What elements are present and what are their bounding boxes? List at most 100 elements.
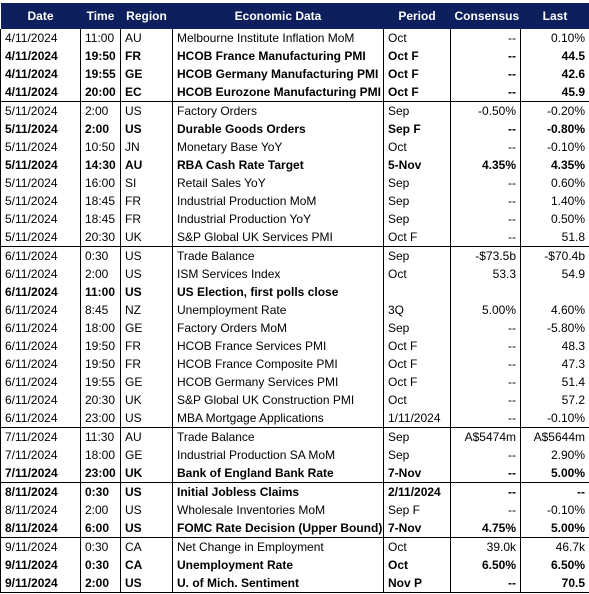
table-row: 4/11/2024 20:00 EC HCOB Eurozone Manufactur…	[0, 83, 589, 102]
economic-data-cell: S&P Global UK Construction PMI	[172, 391, 384, 409]
last-cell: 2.90%	[520, 446, 589, 464]
economic-data-cell: HCOB France Services PMI	[172, 337, 384, 355]
time-cell: 14:30	[80, 156, 121, 174]
time-cell: 11:00	[80, 29, 121, 47]
table-row: 5/11/2024 2:00 US Factory Orders Sep -0.50% -0…	[0, 101, 589, 120]
last-cell: -0.20%	[520, 101, 589, 120]
table-row: 7/11/2024 23:00 UK Bank of England Bank Rat…	[0, 464, 589, 483]
table-row: 5/11/2024 18:45 FR Industrial Production Yo…	[0, 210, 589, 228]
economic-data-cell: Melbourne Institute Inflation MoM	[172, 29, 384, 47]
last-cell: 5.00%	[520, 464, 589, 483]
economic-data-cell: HCOB Germany Manufacturing PMI	[172, 65, 384, 83]
consensus-cell: --	[450, 391, 521, 409]
table-row: 4/11/2024 19:50 FR HCOB France Manufacturin…	[0, 47, 589, 65]
consensus-cell: -0.50%	[450, 101, 521, 120]
region-cell: AU	[120, 156, 173, 174]
period-cell: Oct	[383, 138, 451, 156]
table-row: 8/11/2024 0:30 US Initial Jobless Claims 2/1…	[0, 482, 589, 501]
region-cell: US	[120, 574, 173, 593]
time-cell: 0:30	[80, 246, 121, 265]
economic-data-cell: ISM Services Index	[172, 265, 384, 283]
economic-data-cell: Retail Sales YoY	[172, 174, 384, 192]
table-row: 5/11/2024 20:30 UK S&P Global UK Services P…	[0, 228, 589, 247]
date-cell: 6/11/2024	[0, 301, 81, 319]
consensus-cell: --	[450, 228, 521, 247]
date-cell: 6/11/2024	[0, 409, 81, 428]
consensus-cell: A$5474m	[450, 427, 521, 446]
region-cell: NZ	[120, 301, 173, 319]
consensus-cell: --	[450, 47, 521, 65]
consensus-cell: --	[450, 446, 521, 464]
consensus-cell: 5.00%	[450, 301, 521, 319]
period-cell: Oct F	[383, 337, 451, 355]
date-cell: 7/11/2024	[0, 427, 81, 446]
time-cell: 19:55	[80, 65, 121, 83]
economic-data-cell: Factory Orders	[172, 101, 384, 120]
last-cell: 54.9	[520, 265, 589, 283]
consensus-cell: --	[450, 174, 521, 192]
date-cell: 5/11/2024	[0, 138, 81, 156]
col-header-period: Period	[383, 3, 451, 29]
date-cell: 5/11/2024	[0, 228, 81, 247]
consensus-cell: --	[450, 337, 521, 355]
period-cell: 7-Nov	[383, 519, 451, 538]
table-row: 6/11/2024 2:00 US ISM Services Index Oct 53.3…	[0, 265, 589, 283]
consensus-cell: --	[450, 65, 521, 83]
time-cell: 2:00	[80, 265, 121, 283]
time-cell: 8:45	[80, 301, 121, 319]
date-cell: 6/11/2024	[0, 319, 81, 337]
economic-data-cell: U. of Mich. Sentiment	[172, 574, 384, 593]
table-row: 9/11/2024 0:30 CA Unemployment Rate Oct 6.50%…	[0, 556, 589, 574]
consensus-cell: 53.3	[450, 265, 521, 283]
period-cell: Oct F	[383, 228, 451, 247]
date-cell: 6/11/2024	[0, 355, 81, 373]
economic-data-cell: Industrial Production MoM	[172, 192, 384, 210]
region-cell: AU	[120, 427, 173, 446]
economic-data-cell: Trade Balance	[172, 246, 384, 265]
time-cell: 11:00	[80, 283, 121, 301]
date-cell: 9/11/2024	[0, 556, 81, 574]
economic-data-cell: HCOB Germany Services PMI	[172, 373, 384, 391]
header-row: Date Time Region Economic Data Period Co…	[0, 3, 589, 29]
last-cell: 48.3	[520, 337, 589, 355]
consensus-cell: --	[450, 464, 521, 483]
table-row: 6/11/2024 19:50 FR HCOB France Composite PM…	[0, 355, 589, 373]
economic-data-cell: Unemployment Rate	[172, 301, 384, 319]
consensus-cell: 39.0k	[450, 537, 521, 556]
date-cell: 9/11/2024	[0, 574, 81, 593]
time-cell: 19:50	[80, 355, 121, 373]
time-cell: 19:50	[80, 47, 121, 65]
col-header-time: Time	[80, 3, 121, 29]
date-cell: 7/11/2024	[0, 446, 81, 464]
date-cell: 6/11/2024	[0, 283, 81, 301]
last-cell: 4.60%	[520, 301, 589, 319]
consensus-cell	[450, 283, 521, 301]
region-cell: FR	[120, 337, 173, 355]
period-cell: Oct	[383, 537, 451, 556]
period-cell: Oct F	[383, 47, 451, 65]
table-row: 6/11/2024 23:00 US MBA Mortgage Application…	[0, 409, 589, 428]
table-row: 8/11/2024 2:00 US Wholesale Inventories MoM…	[0, 501, 589, 519]
date-cell: 8/11/2024	[0, 482, 81, 501]
last-cell: -0.10%	[520, 501, 589, 519]
table-row: 9/11/2024 0:30 CA Net Change in Employment O…	[0, 537, 589, 556]
table-row: 4/11/2024 19:55 GE HCOB Germany Manufacturi…	[0, 65, 589, 83]
period-cell	[383, 283, 451, 301]
table-row: 6/11/2024 11:00 US US Election, first polls…	[0, 283, 589, 301]
time-cell: 2:00	[80, 101, 121, 120]
period-cell: Oct	[383, 556, 451, 574]
date-cell: 5/11/2024	[0, 101, 81, 120]
economic-data-cell: Monetary Base YoY	[172, 138, 384, 156]
period-cell: Oct F	[383, 355, 451, 373]
table-row: 5/11/2024 16:00 SI Retail Sales YoY Sep -- 0.6…	[0, 174, 589, 192]
economic-data-cell: HCOB France Composite PMI	[172, 355, 384, 373]
period-cell: Sep F	[383, 120, 451, 138]
date-cell: 6/11/2024	[0, 265, 81, 283]
time-cell: 18:00	[80, 446, 121, 464]
economic-data-cell: Wholesale Inventories MoM	[172, 501, 384, 519]
period-cell: Sep F	[383, 501, 451, 519]
table-row: 6/11/2024 19:55 GE HCOB Germany Services PM…	[0, 373, 589, 391]
date-cell: 4/11/2024	[0, 65, 81, 83]
time-cell: 11:30	[80, 427, 121, 446]
date-cell: 5/11/2024	[0, 174, 81, 192]
